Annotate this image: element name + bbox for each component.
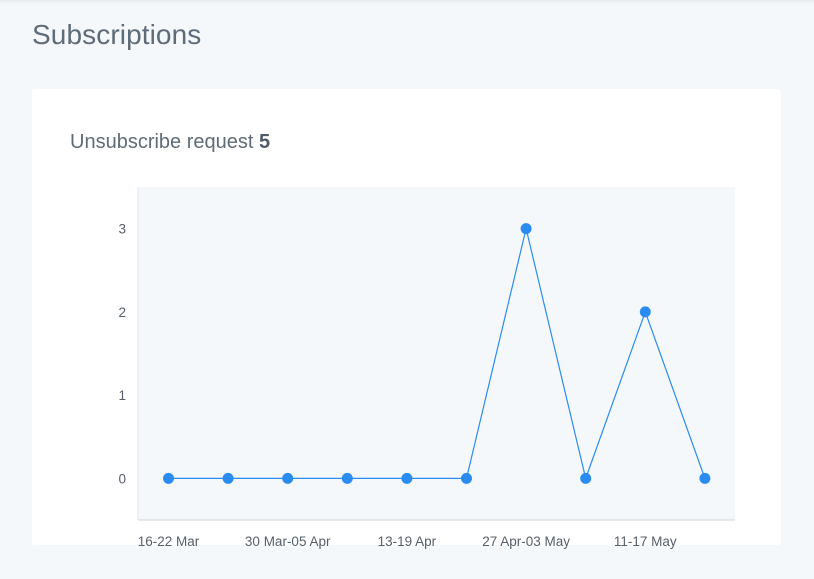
data-point[interactable] xyxy=(580,472,592,484)
data-point[interactable] xyxy=(282,472,294,484)
x-tick-label: 16-22 Mar xyxy=(138,534,200,549)
x-tick-label: 11-17 May xyxy=(614,534,677,549)
data-point[interactable] xyxy=(520,223,532,235)
data-point[interactable] xyxy=(401,472,413,484)
y-tick-label: 1 xyxy=(118,388,126,403)
x-axis-ticks: 16-22 Mar 30 Mar-05 Apr 13-19 Apr 27 Apr-03… xyxy=(138,534,677,549)
data-point[interactable] xyxy=(699,472,711,484)
card-title-label: Unsubscribe request xyxy=(70,131,254,153)
unsubscribe-count: 5 xyxy=(259,131,271,153)
card-title: Unsubscribe request 5 xyxy=(70,131,270,154)
data-point[interactable] xyxy=(163,472,174,484)
data-point[interactable] xyxy=(461,472,472,484)
x-tick-label: 30 Mar-05 Apr xyxy=(245,534,331,549)
data-points xyxy=(163,223,711,484)
y-tick-label: 2 xyxy=(118,305,126,320)
top-shadow xyxy=(0,0,814,4)
x-tick-label: 13-19 Apr xyxy=(378,534,437,549)
y-tick-label: 3 xyxy=(118,222,126,237)
data-point[interactable] xyxy=(639,306,651,318)
plot-area xyxy=(138,187,735,520)
y-tick-label: 0 xyxy=(118,471,126,486)
page-title: Subscriptions xyxy=(32,19,202,50)
series-line xyxy=(168,228,706,481)
data-point[interactable] xyxy=(222,472,234,484)
y-axis-ticks: 0 1 2 3 xyxy=(118,222,126,487)
data-point[interactable] xyxy=(341,472,353,484)
x-tick-label: 27 Apr-03 May xyxy=(482,534,570,549)
